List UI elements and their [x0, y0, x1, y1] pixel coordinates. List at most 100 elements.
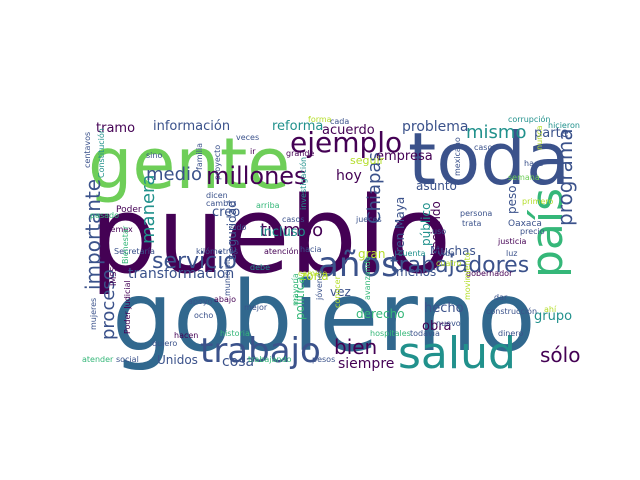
word-casos: casos [282, 215, 305, 224]
word-asunto: asunto [416, 179, 457, 193]
word-menos: menos [396, 265, 436, 279]
word-toda: toda [408, 117, 570, 201]
word-creo: creo [212, 205, 240, 220]
word-familia: familia [195, 143, 204, 170]
word-trabajadores: trabajadores [390, 253, 529, 278]
word-jóvenes: jóvenes [314, 269, 324, 301]
word-empresa: empresa [376, 149, 433, 164]
word-hospitales: hospitales [370, 329, 411, 338]
word-peso: peso [505, 185, 519, 214]
word-vez: vez [330, 285, 351, 299]
word-ahí: ahí [544, 305, 557, 314]
word-forma: forma [308, 115, 332, 124]
word-veces: veces [236, 133, 259, 142]
word-todavía: todavía [410, 329, 440, 338]
word-constitución: Constitución [96, 128, 106, 178]
word-unidos: Unidos [157, 353, 198, 367]
word-hicieron: hicieron [548, 121, 580, 130]
word-dar: dar [494, 293, 508, 302]
word-seguir: seguir [350, 154, 385, 167]
word-sino: sino [146, 151, 162, 160]
word-justicia: justicia [497, 237, 526, 246]
word-nuevo: nuevo [436, 319, 461, 328]
word-construcción: construcción [486, 306, 537, 316]
word-proyecto: proyecto [213, 145, 222, 180]
word-pesos: pesos [312, 355, 335, 364]
word-nunca: nunca [535, 125, 544, 150]
word-conocer: conocer [333, 275, 342, 308]
word-manera: manera [138, 175, 159, 244]
word-imss: IMSS [109, 267, 118, 286]
word-arriba: arriba [256, 201, 280, 210]
word-tren-maya: Tren Maya [393, 197, 407, 259]
word-medio: medio [146, 164, 202, 185]
word-kilómetros: kilómetros [196, 246, 238, 256]
word-trabajando: trabajando [248, 355, 292, 364]
word-atención: atención [264, 246, 299, 256]
word-apoyo: apoyo [188, 297, 213, 306]
word-país: país [522, 188, 573, 278]
word-precio: precio [520, 227, 545, 236]
word-vida: vida [438, 249, 455, 258]
word-historia: historia [220, 329, 250, 338]
word-debe: debe [250, 263, 270, 272]
word-grande: grande [286, 149, 314, 158]
word-avanzando: avanzando [363, 256, 372, 300]
word-secretaría: Secretaría [114, 247, 155, 256]
word-proceso: proceso [98, 269, 119, 340]
word-cuatro: cuatro [436, 259, 462, 268]
word-hoy: hoy [336, 168, 362, 184]
word-política: política [293, 276, 307, 320]
word-caso: caso [474, 143, 492, 152]
word-quiero: quiero [152, 339, 177, 348]
word-abajo: abajo [214, 295, 236, 304]
word-pasado: pasado [90, 211, 119, 220]
word-gente: gente [88, 123, 290, 205]
word-investigación: investigación [298, 157, 308, 210]
word-ocho: ocho [194, 311, 213, 320]
word-hacia: hacia [300, 245, 322, 254]
word-transformación: transformación [128, 266, 234, 282]
word-haciendo: haciendo [429, 201, 443, 256]
word-corrupción: corrupción [508, 114, 550, 124]
word-bienestar: Bienestar [121, 225, 130, 264]
word-sólo: sólo [540, 343, 580, 367]
word-jueces: jueces [355, 215, 382, 224]
word-grupo: grupo [534, 309, 572, 324]
word-programa: programa [553, 128, 577, 226]
word-hecho: hecho [424, 301, 464, 316]
word-dicen: dicen [206, 191, 228, 200]
word-centavos: centavos [83, 132, 92, 168]
word-oaxaca: Oaxaca [508, 219, 542, 229]
word-hace: hace [524, 159, 543, 168]
word-salud: salud [398, 328, 516, 379]
word-muchas: Muchas [430, 244, 476, 258]
word-mexicano: mexicano [453, 137, 462, 176]
word-gran: gran [358, 247, 386, 261]
word-pueblo: pueblo [90, 174, 451, 297]
word-años: años [318, 245, 399, 285]
word-derecho: derecho [356, 307, 405, 321]
word-gobierno: gobierno [112, 261, 536, 373]
word-parte: parte [534, 126, 569, 141]
word-uso: uso [432, 227, 446, 236]
word-bien: bien [334, 335, 377, 359]
word-hacen: hacen [174, 331, 198, 340]
word-poder-judicial: Poder Judicial [123, 280, 132, 334]
word-semana: semana [508, 173, 540, 182]
word-ir: ir [250, 147, 256, 156]
word-chiapas: Chiapas [364, 152, 385, 224]
word-cambio: cambio [206, 199, 235, 208]
word-dinero: dinero [498, 329, 523, 338]
word-persona: persona [460, 209, 492, 218]
word-trabajo: trabajo [200, 331, 321, 371]
word-importante: importante [81, 179, 105, 290]
word-servicio: servicio [152, 249, 237, 274]
word-poder: Poder [116, 205, 142, 215]
word-cosa: cosa [222, 354, 254, 370]
word-cada: cada [330, 117, 349, 126]
word-zona: zona [300, 269, 329, 283]
word-social: social [116, 355, 139, 364]
word-problema: problema [402, 119, 469, 135]
